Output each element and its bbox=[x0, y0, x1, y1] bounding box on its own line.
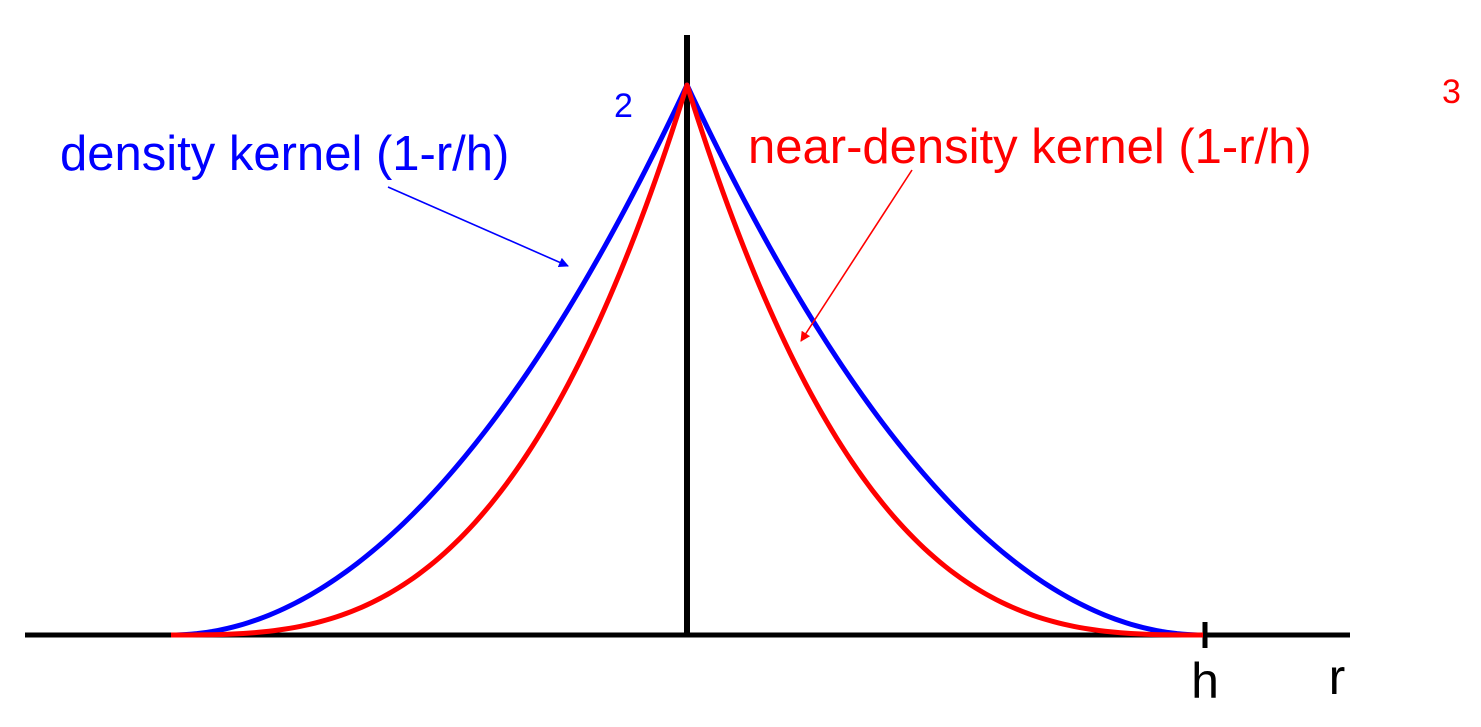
near-density-kernel-exponent: 3 bbox=[1442, 73, 1461, 111]
density-kernel-exponent: 2 bbox=[614, 87, 633, 125]
density-kernel-annotation: density kernel (1-r/h) bbox=[60, 127, 509, 181]
x-axis-label: r bbox=[1329, 649, 1346, 705]
near-density-kernel-annotation: near-density kernel (1-r/h) bbox=[748, 120, 1312, 174]
near-density-kernel-curve bbox=[171, 82, 1203, 638]
near-density-kernel-arrow bbox=[800, 169, 913, 342]
density-kernel-arrow bbox=[387, 186, 569, 267]
x-tick-label-h: h bbox=[1191, 653, 1219, 709]
